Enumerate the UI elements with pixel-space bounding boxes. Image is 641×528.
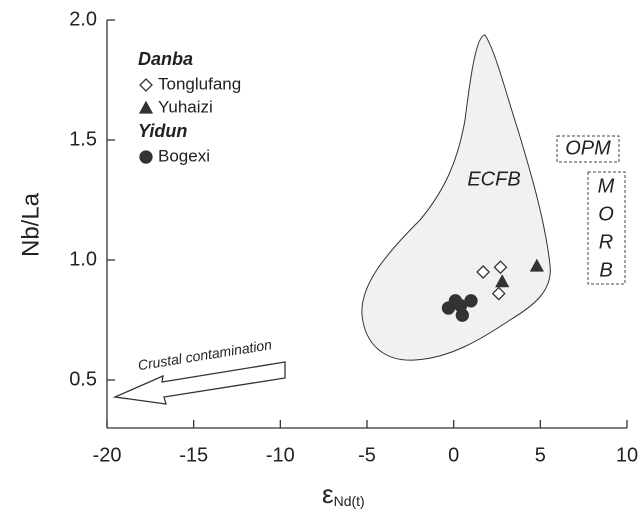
ecfb-field [361, 34, 551, 361]
point [493, 260, 508, 275]
point [491, 286, 506, 301]
legend-marker [139, 78, 153, 92]
arrow [112, 361, 286, 405]
opm-box [556, 135, 620, 163]
x-axis-symbol: ε [322, 479, 334, 509]
field-label: ECFB [467, 168, 520, 190]
morb-letter: O [598, 203, 614, 225]
x-axis-label: εNd(t) [322, 479, 365, 509]
y-axis-label: Nb/La [17, 192, 44, 257]
morb-letter: R [599, 231, 613, 253]
legend-label: Yuhaizi [158, 97, 213, 116]
morb-letter: M [598, 175, 615, 197]
x-tick-label: 5 [535, 444, 546, 466]
point [476, 265, 491, 279]
legend-group: Danba [138, 49, 193, 69]
morb-box [587, 171, 626, 285]
legend-marker [138, 100, 154, 114]
point [453, 298, 468, 313]
opm-label: OPM [565, 137, 611, 159]
y-tick-label: 1.5 [69, 128, 97, 150]
morb-letter: B [599, 259, 612, 281]
legend-group: Yidun [138, 121, 187, 141]
x-tick-label: 0 [448, 444, 459, 466]
point [495, 274, 510, 288]
legend-label: Tonglufang [158, 74, 241, 93]
y-tick-label: 1.0 [69, 248, 97, 270]
x-tick-label: -15 [179, 444, 208, 466]
x-tick-label: -20 [93, 444, 122, 466]
point [529, 258, 544, 272]
x-axis-subscript: Nd(t) [334, 493, 365, 509]
x-tick-label: 10 [616, 444, 638, 466]
y-tick-label: 2.0 [69, 8, 97, 30]
legend-label: Bogexi [158, 146, 210, 165]
legend-marker [139, 150, 153, 164]
x-tick-label: -10 [266, 444, 295, 466]
y-tick-label: 0.5 [69, 368, 97, 390]
x-tick-label: -5 [358, 444, 376, 466]
